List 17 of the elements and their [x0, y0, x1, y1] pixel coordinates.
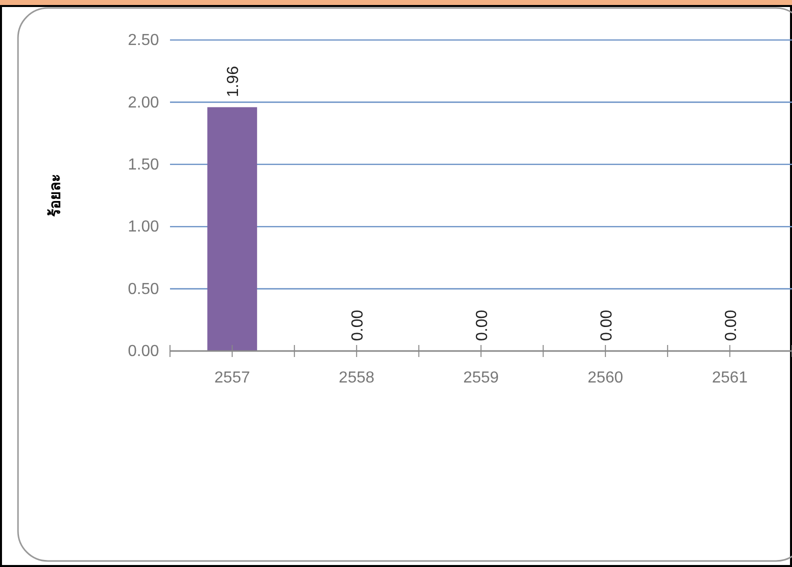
x-tick-label: 2557 — [214, 369, 250, 386]
data-label: 0.00 — [474, 310, 491, 341]
x-tick-label: 2560 — [588, 369, 624, 386]
x-tick-label: 2558 — [338, 369, 374, 386]
data-label: 0.00 — [598, 310, 616, 341]
data-label: 0.00 — [722, 310, 740, 341]
data-label: 0.00 — [350, 310, 367, 341]
y-tick-label: 2.00 — [128, 94, 160, 112]
y-tick-label: 1.00 — [128, 218, 160, 236]
x-tick-label: 2561 — [712, 369, 748, 386]
y-tick-label: 2.50 — [128, 32, 160, 50]
y-axis-title: ร้อยละ — [47, 174, 64, 217]
y-tick-label: 0.50 — [128, 280, 160, 298]
data-label: 1.96 — [225, 66, 242, 98]
x-tick-label: 2559 — [463, 369, 499, 386]
y-tick-label: 0.00 — [128, 343, 160, 360]
y-tick-label: 1.50 — [128, 156, 160, 174]
